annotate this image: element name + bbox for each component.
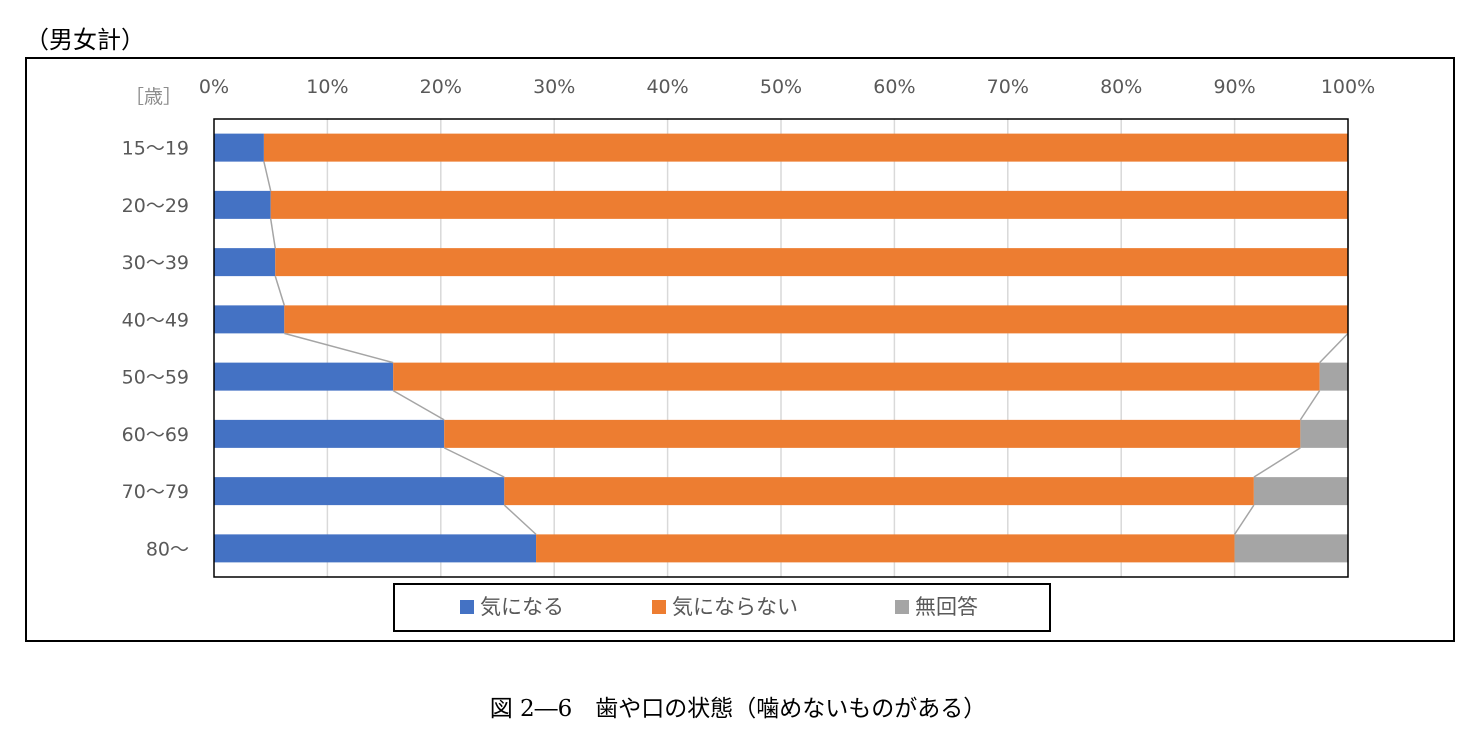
bar-2 — [393, 362, 1320, 391]
bar-1 — [214, 190, 271, 219]
series-line — [284, 332, 394, 364]
y-axis-unit-label: ［歳］ — [125, 86, 182, 108]
x-tick-label: 100% — [1321, 76, 1375, 98]
series-line — [503, 504, 537, 535]
bar-3 — [1300, 419, 1348, 448]
x-tick-label: 70% — [987, 76, 1029, 98]
series-line — [269, 218, 276, 249]
x-tick-label: 90% — [1213, 76, 1255, 98]
x-tick-label: 40% — [646, 76, 688, 98]
category-label: 50～59 — [122, 367, 189, 389]
bar-2 — [270, 190, 1349, 219]
x-tick-label: 10% — [306, 76, 348, 98]
plot-area — [213, 118, 1349, 578]
subset-label: （男女計） — [25, 26, 145, 54]
category-label: 15～19 — [122, 138, 189, 160]
category-label: 60～69 — [122, 424, 189, 446]
x-tick-label: 80% — [1100, 76, 1142, 98]
category-label: 70～79 — [122, 481, 189, 503]
chart-frame — [25, 57, 1455, 642]
series-line — [274, 275, 286, 306]
legend-swatch — [460, 600, 474, 614]
bar-2 — [275, 248, 1349, 277]
series-line — [1233, 504, 1255, 535]
bar-1 — [214, 477, 505, 506]
series-line — [443, 447, 505, 478]
legend-label: 無回答 — [915, 595, 978, 619]
bar-1 — [214, 133, 264, 162]
bar-3 — [1319, 362, 1348, 391]
bar-2 — [444, 419, 1301, 448]
category-label: 20～29 — [122, 195, 189, 217]
bar-1 — [214, 419, 445, 448]
bar-2 — [284, 305, 1349, 334]
category-label: 40～49 — [122, 309, 189, 331]
legend-label: 気になる — [480, 595, 564, 619]
legend — [393, 583, 1051, 632]
bar-2 — [504, 477, 1254, 506]
x-tick-label: 0% — [199, 76, 229, 98]
legend-swatch — [895, 600, 909, 614]
series-line — [263, 161, 272, 192]
legend-swatch — [652, 600, 666, 614]
series-line — [1253, 447, 1301, 478]
bar-2 — [263, 133, 1348, 162]
series-line — [392, 389, 445, 421]
x-tick-label: 20% — [420, 76, 462, 98]
x-tick-label: 60% — [873, 76, 915, 98]
bar-1 — [214, 362, 394, 391]
category-label: 30～39 — [122, 252, 189, 274]
x-tick-label: 50% — [760, 76, 802, 98]
x-tick-label: 30% — [533, 76, 575, 98]
legend-label: 気にならない — [672, 595, 798, 619]
bar-1 — [214, 248, 276, 277]
bar-2 — [536, 534, 1235, 563]
bar-1 — [214, 534, 537, 563]
bar-3 — [1234, 534, 1348, 563]
category-label: 80～ — [146, 538, 189, 560]
series-line — [1319, 332, 1349, 364]
bar-3 — [1253, 477, 1348, 506]
series-line — [1299, 390, 1321, 421]
figure-caption: 図 2―6 歯や口の状態（噛めないものがある） — [490, 696, 987, 722]
bar-1 — [214, 305, 285, 334]
